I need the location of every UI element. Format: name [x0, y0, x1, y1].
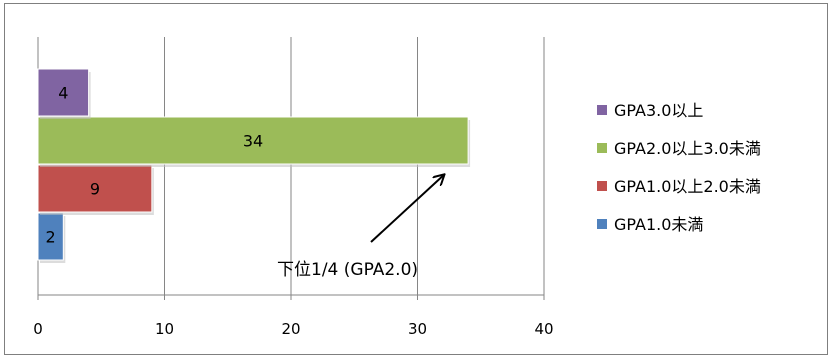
legend-swatch-2	[597, 181, 607, 191]
annotation-text: 下位1/4 (GPA2.0)	[277, 260, 418, 280]
bars	[37, 68, 471, 263]
bar-2	[37, 116, 469, 165]
x-axis: 0 10 20 30 40	[33, 294, 554, 338]
legend-swatch-1	[597, 143, 607, 153]
chart-frame: 2 9 34 4 0 10 20 30 40 GPA3.0以上 GPA2.0以上3.0未満 GPA…	[4, 3, 828, 355]
x-tick-label-0: 0	[33, 320, 43, 338]
data-label-0: 2	[46, 228, 56, 247]
legend-entry-3: GPA1.0未満	[614, 215, 703, 234]
legend-entry-1: GPA2.0以上3.0未満	[614, 139, 761, 158]
data-label-3: 4	[58, 84, 68, 103]
x-tick-label-40: 40	[534, 320, 553, 338]
data-label-2: 34	[243, 132, 263, 151]
legend-swatch-3	[597, 219, 607, 229]
bar-0	[37, 212, 64, 261]
bar-1	[37, 164, 153, 213]
annotation-arrow	[370, 175, 444, 243]
legend-swatch-0	[597, 105, 607, 115]
annotation: 下位1/4 (GPA2.0)	[277, 175, 444, 280]
x-tick-label-20: 20	[281, 320, 300, 338]
legend: GPA3.0以上 GPA2.0以上3.0未満 GPA1.0以上2.0未満 GPA1.0…	[597, 101, 761, 234]
bar-3	[37, 68, 90, 117]
x-tick-label-30: 30	[408, 320, 427, 338]
x-tick-label-10: 10	[155, 320, 174, 338]
legend-entry-2: GPA1.0以上2.0未満	[614, 177, 761, 196]
legend-entry-0: GPA3.0以上	[614, 101, 703, 120]
data-labels: 2 9 34 4	[46, 84, 264, 247]
data-label-1: 9	[90, 180, 100, 199]
